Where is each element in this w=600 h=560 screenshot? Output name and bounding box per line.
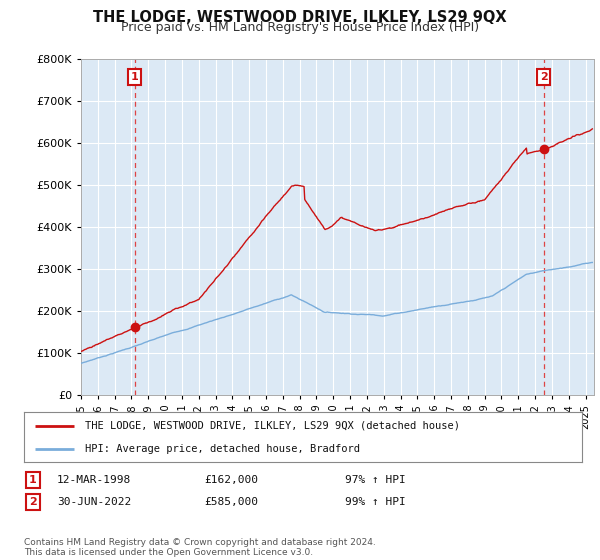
Text: 97% ↑ HPI: 97% ↑ HPI xyxy=(345,475,406,485)
Text: £585,000: £585,000 xyxy=(204,497,258,507)
Text: THE LODGE, WESTWOOD DRIVE, ILKLEY, LS29 9QX: THE LODGE, WESTWOOD DRIVE, ILKLEY, LS29 … xyxy=(93,10,507,25)
Text: Price paid vs. HM Land Registry's House Price Index (HPI): Price paid vs. HM Land Registry's House … xyxy=(121,21,479,34)
Text: 12-MAR-1998: 12-MAR-1998 xyxy=(57,475,131,485)
Text: £162,000: £162,000 xyxy=(204,475,258,485)
Text: THE LODGE, WESTWOOD DRIVE, ILKLEY, LS29 9QX (detached house): THE LODGE, WESTWOOD DRIVE, ILKLEY, LS29 … xyxy=(85,421,460,431)
Text: 1: 1 xyxy=(29,475,37,485)
Text: 99% ↑ HPI: 99% ↑ HPI xyxy=(345,497,406,507)
Text: Contains HM Land Registry data © Crown copyright and database right 2024.
This d: Contains HM Land Registry data © Crown c… xyxy=(24,538,376,557)
Text: 2: 2 xyxy=(539,72,547,82)
Text: 2: 2 xyxy=(29,497,37,507)
Text: 1: 1 xyxy=(131,72,139,82)
Text: 30-JUN-2022: 30-JUN-2022 xyxy=(57,497,131,507)
Text: HPI: Average price, detached house, Bradford: HPI: Average price, detached house, Brad… xyxy=(85,445,361,454)
